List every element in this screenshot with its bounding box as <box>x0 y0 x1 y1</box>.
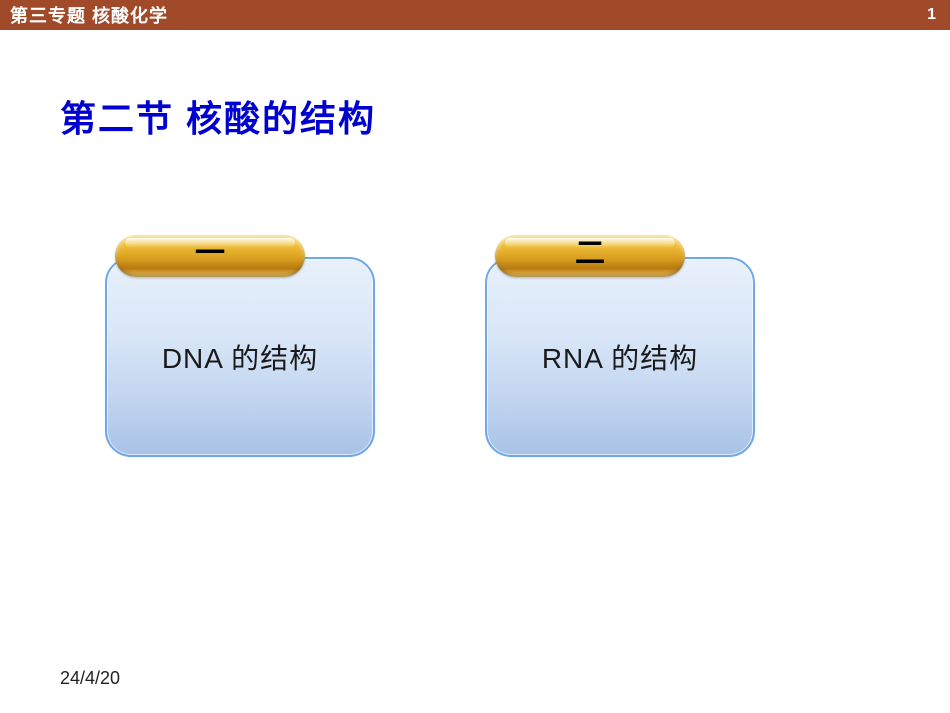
header-title: 第三专题 核酸化学 <box>10 2 168 28</box>
card-rna: RNA 的结构 二 <box>485 257 755 457</box>
cards-row: DNA 的结构 一 RNA 的结构 二 <box>105 257 950 457</box>
badge-label: 二 <box>575 239 605 269</box>
footer-date: 24/4/20 <box>60 668 120 689</box>
badge-label: 一 <box>195 239 225 269</box>
page-number: 1 <box>927 6 936 24</box>
section-title: 第二节 核酸的结构 <box>60 90 950 142</box>
card-dna: DNA 的结构 一 <box>105 257 375 457</box>
card-badge: 二 <box>495 235 685 277</box>
card-badge: 一 <box>115 235 305 277</box>
card-body: RNA 的结构 <box>485 257 755 457</box>
card-body: DNA 的结构 <box>105 257 375 457</box>
card-text: DNA 的结构 <box>162 337 318 377</box>
card-text: RNA 的结构 <box>542 337 698 377</box>
header-bar: 第三专题 核酸化学 1 <box>0 0 950 30</box>
